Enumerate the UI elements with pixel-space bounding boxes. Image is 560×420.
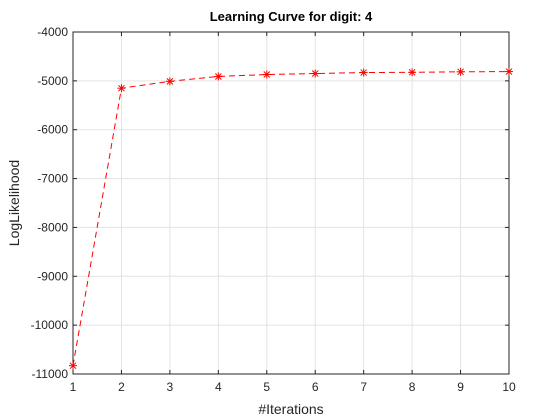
chart-title: Learning Curve for digit: 4 xyxy=(210,9,373,24)
series-group xyxy=(69,67,513,370)
y-tick-label: -11000 xyxy=(32,367,69,381)
axes-box xyxy=(72,31,510,375)
series-line xyxy=(72,71,510,366)
y-axis-ticks: -11000 -10000 -9000 -8000 -7000 -6000 -5000 -40… xyxy=(31,25,509,381)
x-tick-label: 7 xyxy=(360,380,367,394)
x-tick-label: 1 xyxy=(70,380,77,394)
data-point-marker xyxy=(311,69,320,78)
y-tick-label: -4000 xyxy=(37,25,68,39)
data-point-marker xyxy=(262,70,271,79)
axes-frame xyxy=(72,31,510,375)
y-tick-label: -7000 xyxy=(37,172,68,186)
x-tick-label: 3 xyxy=(167,380,174,394)
y-tick-label: -5000 xyxy=(37,74,68,88)
y-tick-label: -10000 xyxy=(31,318,69,332)
data-point-marker xyxy=(408,68,417,77)
x-tick-label: 9 xyxy=(457,380,464,394)
x-tick-label: 4 xyxy=(215,380,222,394)
x-tick-label: 6 xyxy=(312,380,319,394)
y-tick-label: -9000 xyxy=(37,269,68,283)
y-tick-label: -6000 xyxy=(37,123,68,137)
data-point-marker xyxy=(117,84,126,93)
data-point-marker xyxy=(505,67,513,76)
x-tick-label: 8 xyxy=(409,380,416,394)
x-tick-label: 5 xyxy=(263,380,270,394)
data-point-marker xyxy=(359,68,368,77)
data-point-marker xyxy=(69,361,77,370)
data-point-marker xyxy=(165,77,174,86)
x-tick-label: 10 xyxy=(502,380,516,394)
plot-area xyxy=(73,32,509,374)
x-tick-label: 2 xyxy=(118,380,125,394)
data-point-marker xyxy=(456,67,465,76)
y-axis-label: LogLikelihood xyxy=(6,160,22,246)
y-tick-label: -8000 xyxy=(37,220,68,234)
x-axis-ticks: 1 2 3 4 5 6 7 8 9 10 xyxy=(70,32,516,394)
data-point-marker xyxy=(214,72,223,81)
x-axis-label: #Iterations xyxy=(258,401,323,417)
